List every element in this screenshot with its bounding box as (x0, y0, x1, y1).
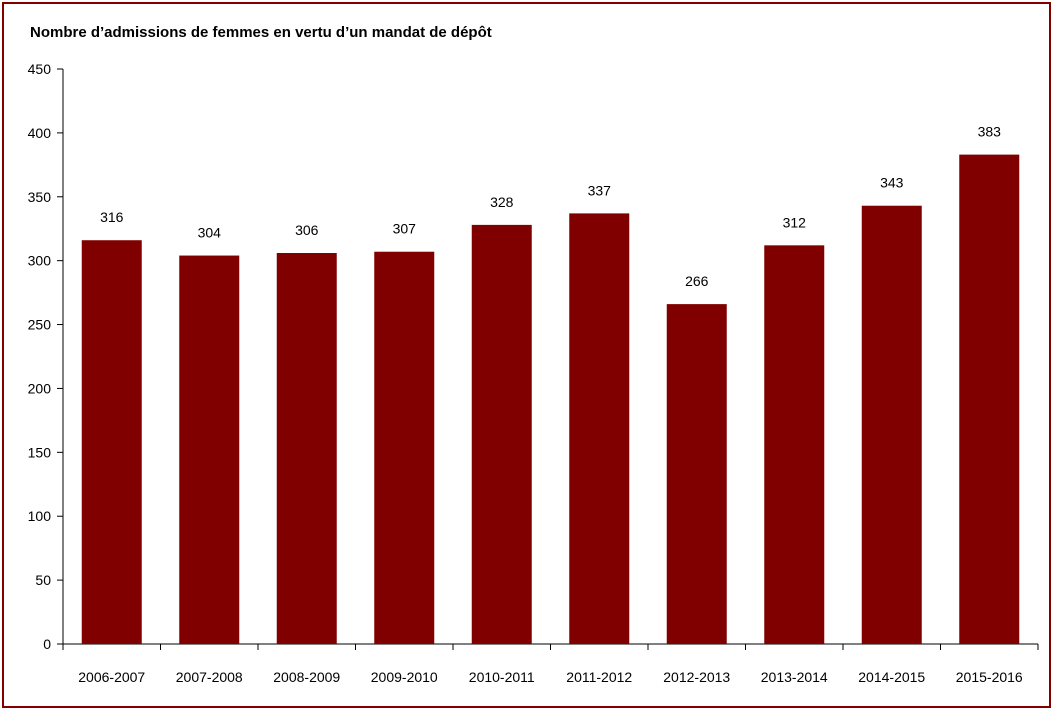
y-tick-label: 50 (35, 572, 51, 588)
data-label: 337 (588, 182, 612, 198)
x-tick-label: 2015-2016 (956, 669, 1023, 685)
x-tick-label: 2008-2009 (273, 669, 340, 685)
x-tick-label: 2013-2014 (761, 669, 828, 685)
bar (374, 251, 435, 644)
data-label: 304 (198, 225, 222, 241)
data-label: 383 (978, 124, 1002, 140)
data-label: 306 (295, 222, 319, 238)
x-tick-label: 2014-2015 (858, 669, 925, 685)
bar (471, 224, 532, 644)
y-tick-label: 200 (28, 380, 52, 396)
y-tick-label: 250 (28, 317, 52, 333)
data-label: 312 (783, 214, 807, 230)
bar (81, 240, 142, 644)
bar (764, 245, 825, 645)
y-tick-label: 100 (28, 508, 52, 524)
bar (666, 304, 727, 644)
data-label: 328 (490, 194, 514, 210)
data-label: 307 (393, 221, 417, 237)
bar (179, 255, 240, 645)
bar (569, 213, 630, 644)
y-tick-label: 0 (43, 636, 51, 652)
x-tick-label: 2009-2010 (371, 669, 438, 685)
x-tick-label: 2007-2008 (176, 669, 243, 685)
bar (861, 205, 922, 644)
data-label: 316 (100, 209, 124, 225)
y-tick-label: 350 (28, 189, 52, 205)
data-label: 266 (685, 273, 709, 289)
y-tick-label: 400 (28, 125, 52, 141)
y-tick-label: 150 (28, 444, 52, 460)
x-tick-label: 2006-2007 (78, 669, 145, 685)
y-tick-label: 300 (28, 253, 52, 269)
data-label: 343 (880, 175, 904, 191)
chart-title: Nombre d’admissions de femmes en vertu d… (30, 24, 492, 41)
bar (959, 154, 1020, 644)
x-tick-label: 2010-2011 (469, 669, 535, 685)
y-tick-label: 450 (28, 61, 52, 77)
x-tick-label: 2011-2012 (566, 669, 632, 685)
x-tick-label: 2012-2013 (663, 669, 730, 685)
bar (276, 253, 337, 644)
